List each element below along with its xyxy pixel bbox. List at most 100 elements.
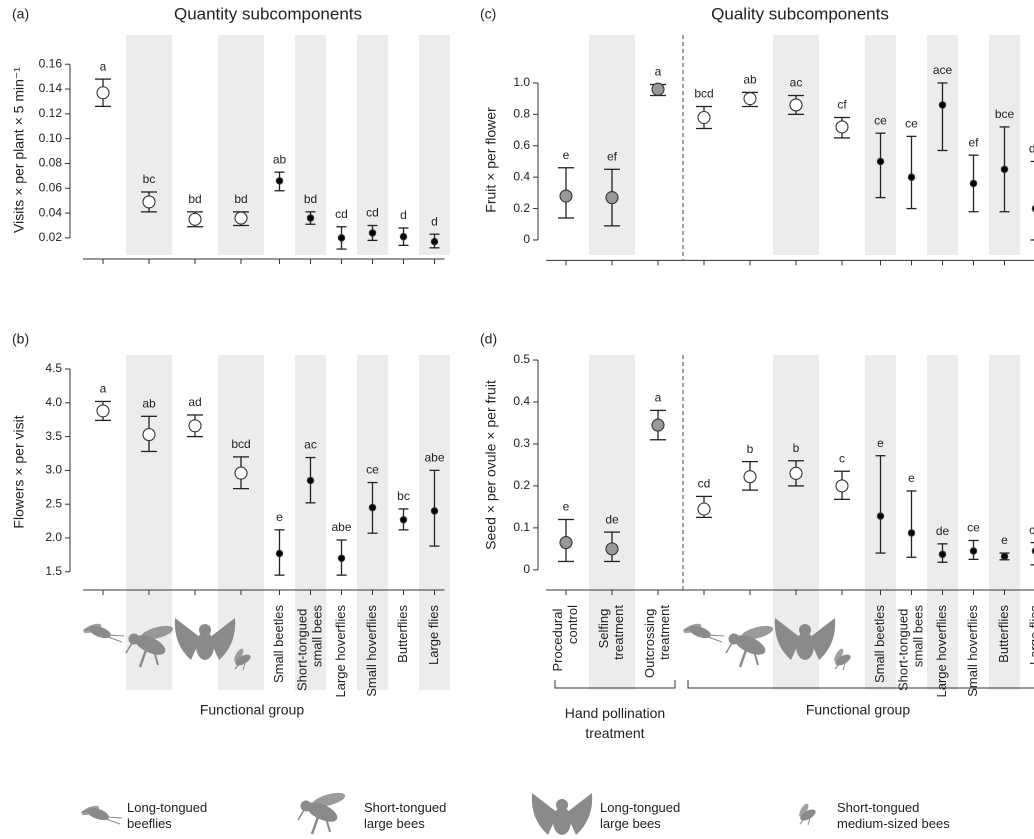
point	[908, 174, 914, 180]
point	[744, 93, 756, 105]
point	[97, 87, 109, 99]
x-tick-label: Outcrossing treatment	[642, 605, 672, 678]
significance-letter: a	[655, 391, 662, 405]
significance-letter: ab	[273, 152, 287, 166]
panel-title: Quantity subcomponents	[174, 4, 362, 23]
y-tick-label: 3.0	[45, 463, 62, 477]
band	[357, 35, 388, 255]
point	[836, 121, 848, 133]
point	[560, 537, 572, 549]
x-tick-label: Butterflies	[996, 605, 1011, 663]
significance-letter: bc	[397, 489, 410, 503]
y-tick-label: 0.16	[39, 56, 63, 70]
significance-letter: a	[100, 382, 107, 396]
y-tick-label: 0.14	[39, 81, 63, 95]
y-tick-label: 0.08	[39, 156, 63, 170]
y-tick-label: 1.0	[513, 75, 530, 89]
y-axis-label: Visits × per plant × 5 min⁻¹	[11, 67, 27, 233]
significance-letter: e	[276, 510, 283, 524]
point	[606, 192, 618, 204]
x-axis-label: Functional group	[200, 702, 305, 718]
x-tick-label: Procedural control	[550, 605, 580, 672]
significance-letter: de	[605, 512, 619, 526]
background-bands	[126, 35, 1020, 690]
significance-letter: bce	[995, 107, 1015, 121]
point	[143, 196, 155, 208]
y-axis-label: Seed × per ovule × per fruit	[483, 380, 499, 550]
significance-letter: bd	[188, 192, 201, 206]
point	[698, 112, 710, 124]
point	[790, 467, 802, 479]
x-tick-label: Butterflies	[395, 605, 410, 663]
significance-letter: e	[1001, 533, 1008, 547]
point	[836, 480, 848, 492]
panel-title: Quality subcomponents	[711, 4, 889, 23]
point	[97, 405, 109, 417]
y-tick-label: 0.06	[39, 180, 63, 194]
significance-letter: ce	[967, 521, 980, 535]
band	[126, 35, 172, 255]
significance-letter: ef	[607, 149, 618, 163]
significance-letter: cd	[698, 477, 711, 491]
panel-label: (c)	[480, 6, 496, 22]
significance-letter: ab	[743, 73, 757, 87]
point	[338, 235, 344, 241]
significance-letter: de	[1029, 142, 1034, 156]
y-tick-label: 0.2	[513, 201, 530, 215]
legend-label: Short-tongued medium-sized bees	[837, 800, 967, 832]
point	[307, 215, 313, 221]
point	[189, 420, 201, 432]
point	[1001, 553, 1007, 559]
y-axis-label: Flowers × per visit	[11, 415, 27, 528]
significance-letter: de	[936, 524, 950, 538]
y-tick-label: 0.6	[513, 138, 530, 152]
point	[744, 471, 756, 483]
x-tick-label: Short-tongued small bees	[896, 605, 926, 692]
x-tick-label: Large flies	[426, 605, 441, 665]
significance-letter: bd	[234, 192, 247, 206]
significance-letter: a	[655, 65, 662, 79]
significance-letter: a	[100, 59, 107, 73]
point	[877, 513, 883, 519]
panel-label: (d)	[480, 331, 497, 347]
point	[606, 543, 618, 555]
legend-label: Long-tongued large bees	[600, 800, 700, 832]
y-tick-label: 0.12	[39, 106, 63, 120]
point	[698, 503, 710, 515]
significance-letter: e	[877, 436, 884, 450]
y-tick-label: 2.0	[45, 530, 62, 544]
y-tick-label: 0.04	[39, 205, 63, 219]
y-tick-label: 0.8	[513, 107, 530, 121]
y-tick-label: 2.5	[45, 496, 62, 510]
y-tick-label: 0.4	[513, 394, 530, 408]
x-tick-label: Large flies	[1027, 605, 1034, 665]
point	[400, 517, 406, 523]
significance-letter: b	[793, 441, 800, 455]
point	[235, 467, 247, 479]
point	[939, 551, 945, 557]
significance-letter: ad	[188, 395, 201, 409]
y-tick-label: 0	[523, 232, 530, 246]
point	[431, 238, 437, 244]
y-tick-label: 4.5	[45, 361, 62, 375]
point	[369, 504, 375, 510]
band	[773, 35, 819, 255]
panel-label: (b)	[12, 331, 29, 347]
legend-label: Short-tongued large bees	[364, 800, 464, 832]
y-tick-label: 0.1	[513, 520, 530, 534]
point	[939, 102, 945, 108]
point	[970, 548, 976, 554]
y-tick-label: 0.5	[513, 352, 530, 366]
point	[652, 83, 664, 95]
point	[235, 212, 247, 224]
significance-letter: bc	[143, 172, 156, 186]
x-tick-label: Large hoverflies	[934, 605, 949, 698]
significance-letter: c	[839, 451, 845, 465]
x-group-label: Hand pollination treatment	[554, 703, 676, 743]
point	[276, 178, 282, 184]
significance-letter: ce	[1029, 523, 1034, 537]
point	[560, 190, 572, 202]
significance-letter: ef	[968, 135, 979, 149]
y-tick-label: 3.5	[45, 429, 62, 443]
point	[369, 230, 375, 236]
